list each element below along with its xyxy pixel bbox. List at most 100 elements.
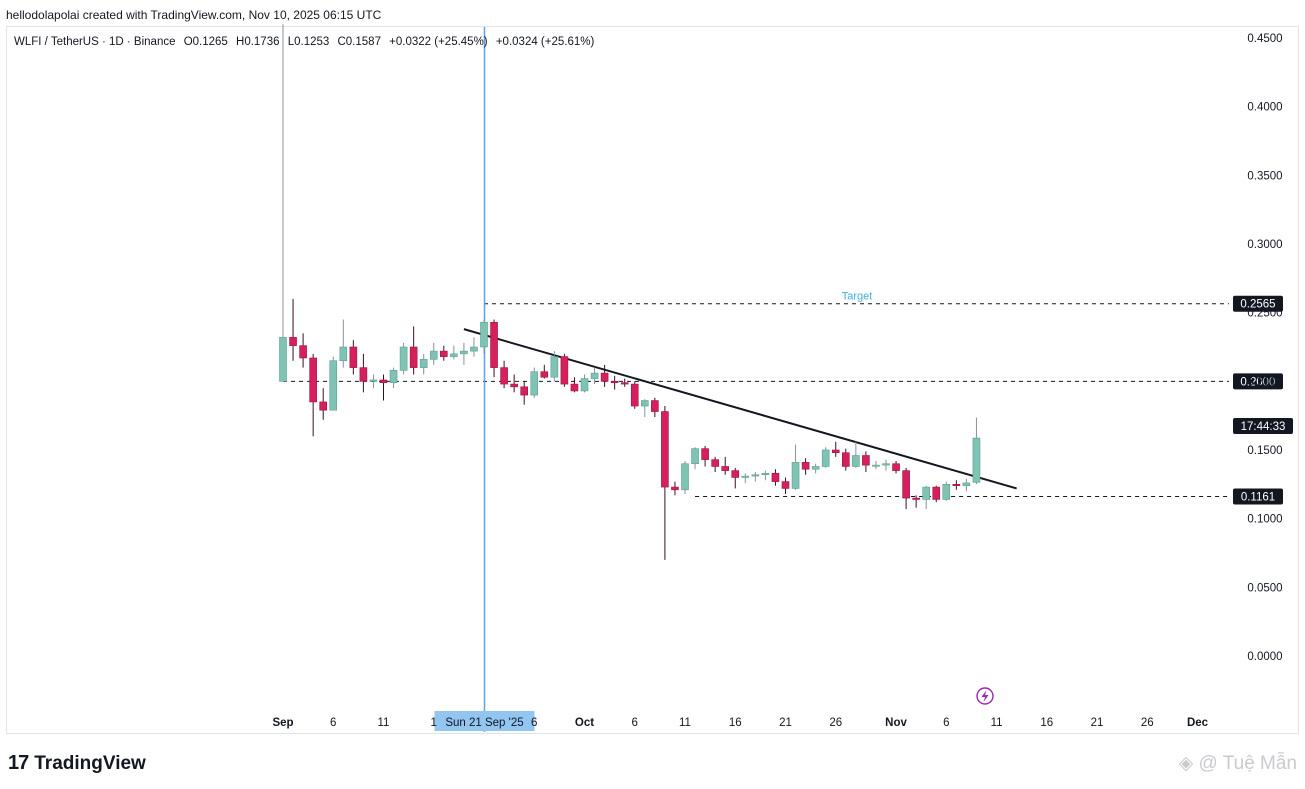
candle-body [972,437,981,483]
candle [811,463,820,474]
candle [741,473,750,483]
target-label: Target [842,291,873,303]
tradingview-brand[interactable]: 17 TradingView [8,752,146,775]
time-tick-label: Sep [272,717,293,729]
price-tick-label: 0.4000 [1247,102,1282,114]
candle-body [339,346,348,362]
trendline [463,328,1017,490]
candle [329,356,338,411]
candle [439,345,448,361]
candle [640,399,649,418]
candle-body [490,321,498,368]
candle-body [681,463,689,491]
candle [419,353,428,375]
candle-body [771,473,780,482]
candle-body [741,475,750,478]
candle [942,481,951,501]
candle [801,458,810,475]
candle-body [500,367,508,385]
candle-body [640,400,649,407]
time-tick-label: 16 [1040,717,1053,729]
candle-body [751,474,760,477]
candle [731,467,740,489]
candle-body [349,346,358,368]
candle [841,448,850,471]
brand-name: TradingView [34,752,146,774]
time-tick-label: 16 [729,717,742,729]
candle-body [409,346,418,368]
change-value: +0.0322 (+25.45%) [389,36,488,48]
candle [681,460,689,494]
price-level-label: 0.1161 [1241,492,1275,504]
tradingview-logo-icon: 17 [8,752,29,774]
candle [771,469,780,486]
candle [299,333,307,368]
candle-body [852,455,860,467]
time-tick-label: 26 [829,717,842,729]
chart-credit: hellodolapolai created with TradingView.… [6,8,382,22]
candle-body [932,486,941,500]
candle-body [379,379,388,384]
candle [882,459,890,471]
candle [510,374,518,393]
candle-body [570,383,579,392]
candle-body [630,383,639,407]
candle [289,298,297,361]
crosshair-date-badge [434,711,535,731]
candle-body [801,462,810,470]
candle [520,381,529,405]
lightning-icon[interactable] [976,687,994,705]
candle [570,377,579,393]
time-tick-label: 1 [431,717,437,729]
candle [540,364,549,379]
candle-body [671,486,679,491]
candle [530,367,539,398]
price-tick-label: 0.2000 [1247,376,1282,388]
candle [279,24,287,382]
watermark: ◈ @ Tuệ Mẫn [1178,753,1297,774]
candle-body [329,360,338,411]
candle [590,367,599,385]
time-tick-label: 21 [1091,717,1104,729]
candle [691,447,699,470]
time-tick-label: Nov [885,717,907,729]
high-value: H0.1736 [236,36,280,48]
price-level-badge [1233,295,1283,312]
change-value-2: +0.0324 (+25.61%) [495,36,595,48]
candle [600,364,609,387]
candle-body [309,357,317,403]
candle-body [279,337,287,382]
candle-body [319,401,328,411]
candle [932,485,941,503]
candle-body [540,371,549,378]
candle-body [651,400,659,412]
candle [560,353,569,387]
candle [651,397,659,418]
horizontal-levels: 0.2565 Target 0.2000 0.1161 17:44:33 [283,291,1293,505]
crosshair: Sun 21 Sep '25 [434,27,535,732]
chart-frame[interactable] [6,26,1299,734]
candle [429,342,438,365]
candle-body [359,367,368,382]
candle [620,378,629,387]
trendline-layer [463,328,1017,490]
price-level-badge [1233,488,1283,505]
candle [610,375,619,390]
countdown-badge [1233,418,1293,435]
candle-body [590,372,599,379]
candle [490,319,498,378]
price-tick-label: 0.1500 [1247,445,1282,457]
candle-body [962,482,971,487]
candle-body [912,497,920,500]
price-tick-label: 0.0000 [1247,651,1282,663]
candle [399,342,408,375]
price-tick-label: 0.2500 [1247,308,1282,320]
candle-body [791,462,800,489]
time-tick-label: Oct [575,717,594,729]
candle-body [952,484,961,487]
candle-body [711,459,719,467]
candle-body [399,346,408,371]
price-tick-label: 0.1000 [1247,514,1282,526]
candle-body [289,337,297,346]
